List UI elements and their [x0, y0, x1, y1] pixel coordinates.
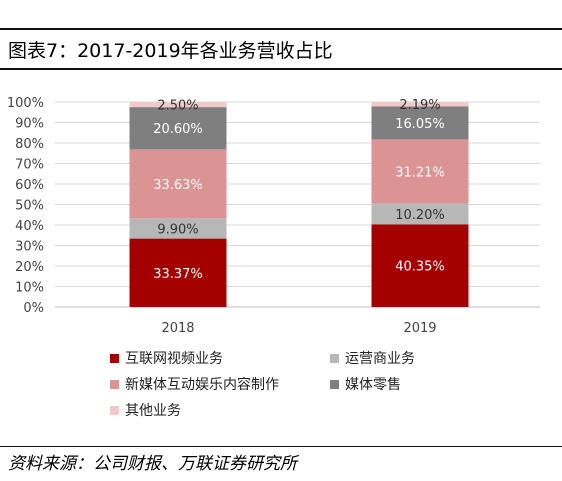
data-label: 20.60% [153, 122, 203, 137]
x-tick-label: 2018 [161, 321, 194, 336]
source-rule [0, 446, 562, 447]
top-rule [0, 28, 562, 30]
bar-segment [371, 203, 469, 225]
y-tick-label: 40% [15, 219, 44, 234]
stacked-bar-chart: 0% 10% 20% 30% 40% 50% 60% 70% 80% 90% 100% 33.37%… [7, 96, 540, 336]
data-label: 31.21% [395, 165, 445, 180]
data-label: 2.19% [399, 98, 440, 113]
data-label: 40.35% [395, 260, 445, 275]
legend-label: 媒体零售 [345, 377, 401, 393]
bar-segment [129, 107, 227, 150]
legend-label: 其他业务 [125, 403, 181, 419]
bar-segment [129, 102, 227, 108]
title-bar: 图表7：2017-2019年各业务营收占比 [0, 30, 562, 68]
y-axis-ticks: 0% 10% 20% 30% 40% 50% 60% 70% 80% 90% 100% [7, 96, 44, 316]
title-underline [0, 68, 562, 70]
legend-swatch [330, 379, 339, 389]
legend-item: 运营商业务 [330, 348, 415, 368]
bar-segment [129, 238, 227, 307]
bar-segment [371, 106, 469, 140]
figure-title: 图表7：2017-2019年各业务营收占比 [8, 40, 333, 62]
x-tick-label: 2019 [403, 321, 436, 336]
legend-item: 媒体零售 [330, 374, 401, 394]
legend-item: 新媒体互动娱乐内容制作 [110, 374, 279, 394]
data-label: 33.63% [153, 178, 203, 193]
y-tick-label: 20% [15, 260, 44, 275]
legend-label: 互联网视频业务 [125, 351, 223, 367]
data-label: 33.37% [153, 267, 203, 282]
bar-segment [371, 139, 469, 204]
x-axis-ticks: 2018 2019 [161, 321, 436, 336]
data-label: 9.90% [157, 222, 198, 237]
legend-swatch [110, 405, 119, 415]
y-tick-label: 60% [15, 178, 44, 193]
y-tick-label: 70% [15, 158, 44, 173]
legend-item: 其他业务 [110, 400, 181, 420]
legend-swatch [110, 379, 119, 389]
y-tick-label: 80% [15, 137, 44, 152]
legend-label: 新媒体互动娱乐内容制作 [125, 377, 279, 393]
legend-swatch [330, 353, 339, 363]
data-label: 2.50% [157, 99, 198, 114]
legend-item: 互联网视频业务 [110, 348, 223, 368]
legend-swatch [110, 353, 119, 363]
y-tick-label: 30% [15, 240, 44, 255]
data-label: 16.05% [395, 117, 445, 132]
y-tick-label: 50% [15, 199, 44, 214]
bars: 33.37% 9.90% 33.63% 20.60% 2.50% 40.35% 10.20%… [129, 98, 469, 307]
y-tick-label: 10% [15, 281, 44, 296]
y-tick-label: 0% [23, 301, 44, 316]
data-label: 10.20% [395, 208, 445, 223]
y-tick-label: 100% [7, 96, 44, 111]
source-note: 资料来源：公司财报、万联证券研究所 [8, 454, 297, 474]
bar-segment [371, 102, 469, 107]
bar-segment [129, 149, 227, 219]
y-tick-label: 90% [15, 117, 44, 132]
bar-segment [371, 224, 469, 307]
bar-segment [129, 218, 227, 239]
legend-label: 运营商业务 [345, 351, 415, 367]
